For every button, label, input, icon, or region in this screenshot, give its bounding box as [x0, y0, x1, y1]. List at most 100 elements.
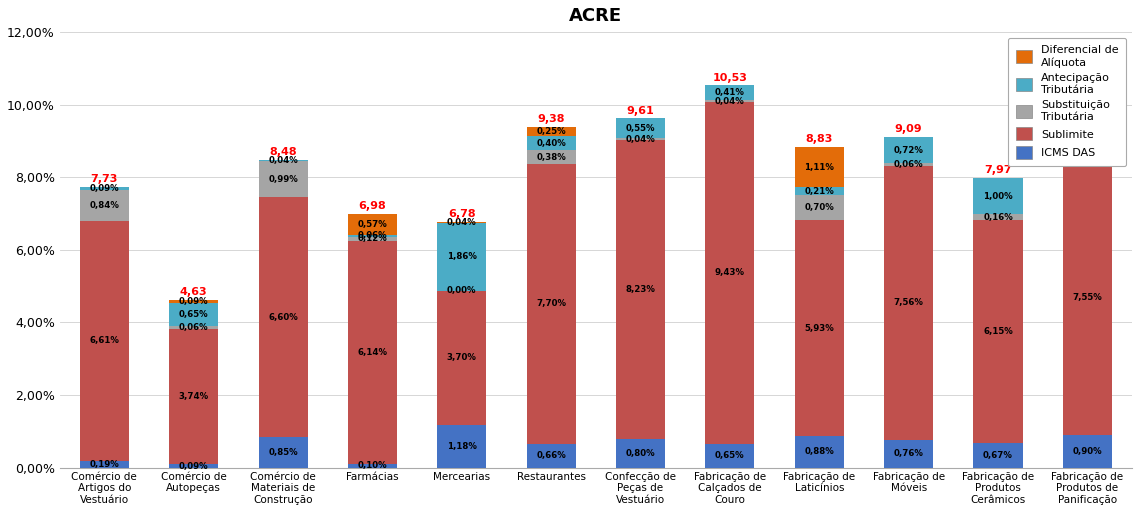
Text: 0,04%: 0,04%	[446, 218, 477, 227]
Text: 10,53: 10,53	[713, 73, 747, 82]
Text: 0,16%: 0,16%	[983, 212, 1013, 222]
Bar	[347, 241, 398, 464]
Bar	[795, 436, 844, 467]
Bar	[616, 138, 665, 140]
Text: 0,04%: 0,04%	[715, 97, 745, 105]
Bar	[705, 100, 754, 102]
Text: 0,38%: 0,38%	[536, 153, 566, 162]
Title: ACRE: ACRE	[570, 7, 622, 25]
Text: 0,41%: 0,41%	[715, 89, 745, 97]
Bar	[170, 464, 219, 467]
Bar	[884, 440, 933, 467]
Text: 0,25%: 0,25%	[536, 127, 566, 136]
Text: 6,78: 6,78	[448, 209, 476, 219]
Text: 6,98: 6,98	[359, 201, 386, 211]
Bar	[170, 327, 219, 329]
Text: 0,06%: 0,06%	[179, 323, 208, 332]
Text: 1,11%: 1,11%	[804, 163, 834, 172]
Text: 0,80%: 0,80%	[625, 449, 655, 458]
Text: 0,59%: 0,59%	[1073, 119, 1103, 128]
Text: 0,00%: 0,00%	[448, 286, 476, 295]
Bar	[795, 195, 844, 221]
Bar	[616, 118, 665, 138]
Text: 0,65%: 0,65%	[715, 452, 745, 460]
Bar	[705, 86, 754, 100]
Bar	[616, 140, 665, 439]
Text: 0,88%: 0,88%	[804, 447, 834, 456]
Bar	[347, 234, 398, 237]
Text: 6,15%: 6,15%	[983, 327, 1013, 336]
Text: 0,65%: 0,65%	[179, 310, 208, 319]
Bar	[526, 444, 575, 467]
Text: 0,70%: 0,70%	[1073, 144, 1103, 153]
Text: 7,73: 7,73	[91, 174, 118, 184]
Bar	[705, 444, 754, 467]
Bar	[347, 464, 398, 467]
Text: 0,66%: 0,66%	[536, 451, 566, 460]
Bar	[80, 221, 129, 461]
Bar	[347, 237, 398, 241]
Text: 7,56%: 7,56%	[894, 298, 924, 307]
Text: 6,61%: 6,61%	[90, 336, 120, 345]
Text: 0,40%: 0,40%	[536, 139, 566, 147]
Bar	[259, 161, 308, 197]
Bar	[705, 102, 754, 444]
Bar	[974, 220, 1023, 443]
Bar	[1063, 435, 1112, 467]
Bar	[1063, 113, 1112, 134]
Text: 0,09%: 0,09%	[90, 184, 120, 193]
Bar	[259, 160, 308, 161]
Text: 0,04%: 0,04%	[1073, 130, 1103, 139]
Bar	[1063, 134, 1112, 136]
Text: 0,06%: 0,06%	[358, 231, 387, 240]
Text: 0,04%: 0,04%	[268, 156, 298, 165]
Bar	[80, 187, 129, 190]
Text: 0,09%: 0,09%	[179, 297, 208, 306]
Text: 0,21%: 0,21%	[804, 187, 834, 196]
Bar	[437, 425, 486, 467]
Bar	[1063, 161, 1112, 435]
Text: 0,04%: 0,04%	[625, 135, 655, 144]
Bar	[974, 178, 1023, 215]
Text: 0,90%: 0,90%	[1073, 447, 1103, 456]
Text: 7,70%: 7,70%	[536, 300, 566, 308]
Text: 7,55%: 7,55%	[1073, 293, 1103, 303]
Bar	[795, 147, 844, 187]
Bar	[884, 137, 933, 163]
Text: 7,97: 7,97	[984, 165, 1011, 175]
Bar	[526, 136, 575, 151]
Text: 3,70%: 3,70%	[446, 353, 477, 362]
Bar	[437, 223, 486, 290]
Text: 9,61: 9,61	[626, 105, 655, 116]
Text: 9,43%: 9,43%	[715, 268, 745, 278]
Bar	[170, 300, 219, 303]
Bar	[616, 439, 665, 467]
Text: 0,84%: 0,84%	[90, 201, 120, 210]
Legend: Diferencial de
Alíquota, Antecipação
Tributária, Substituição
Tributária, Sublim: Diferencial de Alíquota, Antecipação Tri…	[1008, 37, 1126, 166]
Bar	[80, 190, 129, 221]
Bar	[259, 437, 308, 467]
Text: 1,18%: 1,18%	[446, 442, 477, 451]
Bar	[795, 221, 844, 436]
Text: 0,19%: 0,19%	[90, 460, 120, 469]
Text: 9,38: 9,38	[538, 114, 565, 124]
Text: 0,10%: 0,10%	[358, 461, 387, 471]
Text: 6,60%: 6,60%	[268, 312, 298, 322]
Bar	[437, 222, 486, 223]
Text: 0,55%: 0,55%	[625, 124, 655, 133]
Bar	[1063, 136, 1112, 161]
Text: 0,76%: 0,76%	[894, 450, 924, 458]
Bar	[974, 215, 1023, 220]
Bar	[795, 187, 844, 195]
Bar	[884, 163, 933, 166]
Text: 4,63: 4,63	[180, 287, 207, 296]
Text: 0,57%: 0,57%	[358, 220, 387, 229]
Text: 0,12%: 0,12%	[358, 234, 387, 244]
Text: 0,99%: 0,99%	[268, 175, 298, 184]
Bar	[170, 303, 219, 327]
Text: 8,83: 8,83	[805, 134, 833, 144]
Text: 5,93%: 5,93%	[804, 324, 834, 333]
Bar	[347, 214, 398, 234]
Bar	[526, 151, 575, 164]
Text: 0,70%: 0,70%	[804, 203, 834, 212]
